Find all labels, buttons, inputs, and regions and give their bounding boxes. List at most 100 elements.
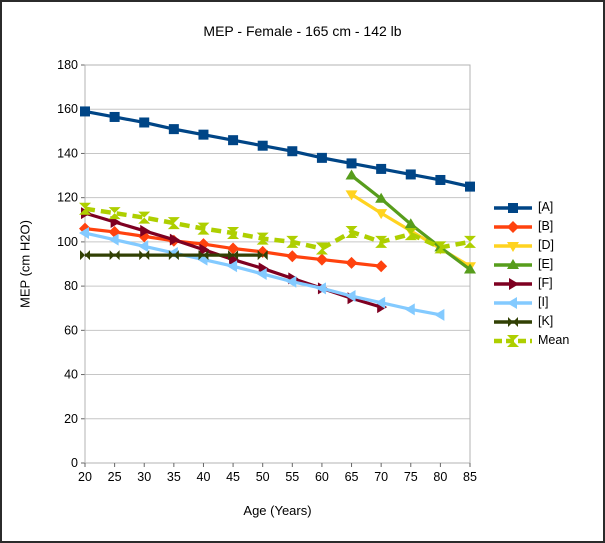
y-tick-label: 20	[64, 412, 78, 426]
legend-marker-icon	[507, 241, 519, 252]
data-point-marker	[345, 256, 358, 269]
legend-marker-icon	[507, 334, 519, 347]
data-point-marker	[464, 235, 476, 248]
y-tick-label: 80	[64, 279, 78, 293]
data-point-marker	[199, 243, 210, 256]
x-tick-label: 20	[78, 470, 92, 484]
y-tick-label: 100	[57, 235, 78, 249]
data-point-marker	[109, 250, 120, 261]
legend-label: Mean	[538, 333, 570, 347]
legend-item-B: [B]	[493, 217, 569, 236]
data-point-marker	[139, 250, 150, 261]
data-point-marker	[197, 222, 210, 235]
data-point-marker	[256, 267, 267, 280]
data-point-marker	[139, 117, 150, 128]
x-tick-label: 30	[137, 470, 151, 484]
data-point-marker	[227, 242, 240, 255]
data-point-marker	[404, 303, 415, 316]
legend-item-A: [A]	[493, 198, 569, 217]
data-point-marker	[465, 181, 475, 192]
legend-label: [A]	[538, 200, 554, 214]
data-point-marker	[375, 235, 388, 248]
data-point-marker	[345, 190, 358, 201]
legend-item-E: [E]	[493, 255, 569, 274]
legend-label: [B]	[538, 219, 554, 233]
data-point-marker	[376, 163, 387, 174]
data-point-marker	[345, 225, 358, 238]
chart-title: MEP - Female - 165 cm - 142 lb	[203, 23, 402, 39]
data-point-marker	[404, 218, 417, 229]
data-point-marker	[167, 217, 180, 230]
legend-sample	[494, 220, 532, 233]
data-point-marker	[80, 106, 90, 117]
y-tick-label: 140	[57, 146, 78, 160]
data-point-marker	[257, 140, 268, 151]
data-point-marker	[375, 296, 386, 309]
data-point-marker	[315, 242, 328, 255]
legend-label: [D]	[538, 238, 554, 252]
data-point-marker	[257, 250, 268, 261]
series-K	[80, 250, 268, 261]
x-tick-label: 80	[433, 470, 447, 484]
x-tick-label: 40	[197, 470, 211, 484]
x-tick-label: 25	[108, 470, 122, 484]
data-point-marker	[108, 233, 119, 246]
data-point-marker	[434, 241, 447, 254]
data-point-marker	[286, 250, 299, 263]
data-point-marker	[405, 169, 416, 180]
data-point-marker	[228, 250, 239, 261]
legend-item-K: [K]	[493, 312, 569, 331]
x-tick-label: 45	[226, 470, 240, 484]
data-point-marker	[168, 250, 179, 261]
data-point-marker	[168, 124, 179, 135]
data-point-marker	[287, 146, 298, 157]
data-point-marker	[286, 235, 299, 248]
x-axis-title: Age (Years)	[243, 503, 312, 518]
x-tick-label: 60	[315, 470, 329, 484]
data-point-marker	[227, 260, 238, 273]
x-tick-label: 75	[404, 470, 418, 484]
data-point-marker	[109, 111, 120, 122]
data-point-marker	[198, 250, 209, 261]
legend-label: [F]	[538, 276, 553, 290]
x-tick-label: 85	[463, 470, 477, 484]
legend-label: [E]	[538, 257, 554, 271]
legend-marker-icon	[507, 258, 519, 269]
data-point-marker	[404, 228, 417, 241]
y-tick-label: 40	[64, 368, 78, 382]
legend-sample	[494, 316, 532, 327]
y-tick-label: 120	[57, 191, 78, 205]
data-point-marker	[198, 129, 209, 140]
legend-marker-icon	[507, 220, 519, 233]
legend-item-D: [D]	[493, 236, 569, 255]
data-point-marker	[227, 227, 240, 240]
data-point-marker	[138, 211, 151, 224]
data-point-marker	[315, 253, 328, 266]
x-tick-label: 35	[167, 470, 181, 484]
data-point-marker	[464, 263, 476, 274]
x-tick-label: 50	[256, 470, 270, 484]
data-point-marker	[79, 227, 89, 240]
y-tick-label: 180	[57, 58, 78, 72]
legend-marker-icon	[507, 296, 517, 309]
data-point-marker	[375, 192, 388, 203]
legend-item-I: [I]	[493, 293, 569, 312]
series-line	[84, 206, 471, 251]
data-point-marker	[346, 158, 357, 169]
series-I	[79, 227, 445, 321]
data-point-marker	[345, 169, 358, 180]
x-tick-label: 65	[345, 470, 359, 484]
data-point-marker	[140, 224, 151, 237]
x-tick-label: 70	[374, 470, 388, 484]
data-point-marker	[286, 275, 297, 288]
y-tick-label: 60	[64, 323, 78, 337]
data-point-marker	[315, 282, 326, 295]
legend-sample	[494, 334, 532, 347]
x-tick-label: 55	[285, 470, 299, 484]
data-point-marker	[256, 232, 269, 245]
series-Mean	[79, 202, 476, 255]
legend-marker-icon	[508, 316, 518, 327]
data-point-marker	[375, 260, 388, 273]
series-A	[80, 106, 475, 192]
